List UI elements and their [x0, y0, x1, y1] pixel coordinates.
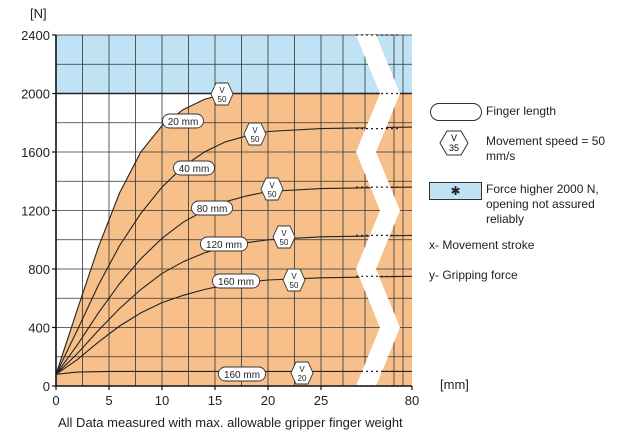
speed-badge-letter: V: [451, 133, 457, 143]
y-tick-label: 400: [28, 321, 50, 336]
x-tick-label: 80: [405, 393, 419, 408]
speed-badge-value: 50: [290, 281, 299, 290]
force-higher-legend-text: Force higher 2000 N, opening not assured…: [486, 182, 599, 226]
curve-label-text: 20 mm: [168, 117, 199, 128]
speed-badge-hex: [260, 177, 284, 201]
asterisk-icon: ✱: [450, 184, 461, 198]
speed-badge-letter: V: [281, 229, 287, 238]
speed-badge-letter: V: [299, 365, 305, 374]
curve-label-pill: [191, 200, 233, 216]
force-higher-legend-swatch: ✱: [429, 182, 482, 200]
x-tick-label: 10: [155, 393, 169, 408]
speed-badge-letter: V: [269, 181, 275, 190]
speed-badge-letter: V: [252, 126, 258, 135]
speed-badge-hex: [272, 225, 296, 249]
curve-label-pill: [211, 273, 261, 289]
curve-label-text: 80 mm: [197, 204, 228, 215]
speed-badge-letter: V: [291, 272, 297, 281]
speed-badge-value: 50: [218, 95, 227, 104]
y-unit-label: [N]: [30, 6, 47, 21]
curve-label-text: 160 mm: [224, 370, 260, 381]
speed-badge-value: 20: [298, 374, 307, 383]
curve-label-text: 120 mm: [206, 240, 242, 251]
curve-label-text: 40 mm: [179, 164, 210, 175]
x-tick-label: 15: [208, 393, 222, 408]
curve-20mm-0: [55, 92, 412, 375]
x-tick-label: 20: [261, 393, 275, 408]
speed-badge-value: 35: [449, 143, 459, 153]
speed-badge-hex: [210, 82, 234, 106]
speed-badge-value: 50: [280, 238, 289, 247]
speed-badge-letter: V: [219, 86, 225, 95]
x-tick-label: 0: [52, 393, 59, 408]
speed-badge-hex: [243, 122, 267, 146]
x-tick-label: 25: [314, 393, 328, 408]
curve-120mm-3: [55, 234, 413, 375]
y-tick-label: 2000: [21, 87, 50, 102]
speed-badge-legend-symbol: V 35: [439, 130, 469, 156]
chart-caption: All Data measured with max. allowable gr…: [58, 415, 403, 430]
speed-badge-hex: [282, 268, 306, 292]
y-tick-label: 0: [43, 379, 50, 394]
y-tick-label: 800: [28, 262, 50, 277]
y-tick-label: 2400: [21, 28, 50, 43]
speed-badge-hex: [290, 361, 314, 385]
curve-label-pill: [173, 160, 215, 176]
movement-speed-legend-text: Movement speed = 50 mm/s: [486, 134, 606, 163]
y-tick-label: 1600: [21, 145, 50, 160]
curve-160mm-4: [55, 275, 413, 375]
curve-label-text: 160 mm: [218, 277, 254, 288]
x-tick-label: 5: [105, 393, 112, 408]
axis-break: [356, 35, 400, 386]
finger-length-legend-text: Finger length: [486, 104, 557, 118]
y-axis-description: y- Gripping force: [429, 268, 518, 282]
y-tick-label: 1200: [21, 204, 50, 219]
x-axis-description: x- Movement stroke: [429, 238, 535, 252]
curve-label-pill: [162, 113, 204, 129]
curve-label-pill: [199, 236, 249, 252]
x-unit-label: [mm]: [440, 377, 469, 392]
speed-badge-value: 50: [251, 135, 260, 144]
curve-label-pill: [217, 366, 267, 382]
finger-length-legend-symbol: [430, 103, 482, 121]
speed-badge-value: 50: [268, 190, 277, 199]
